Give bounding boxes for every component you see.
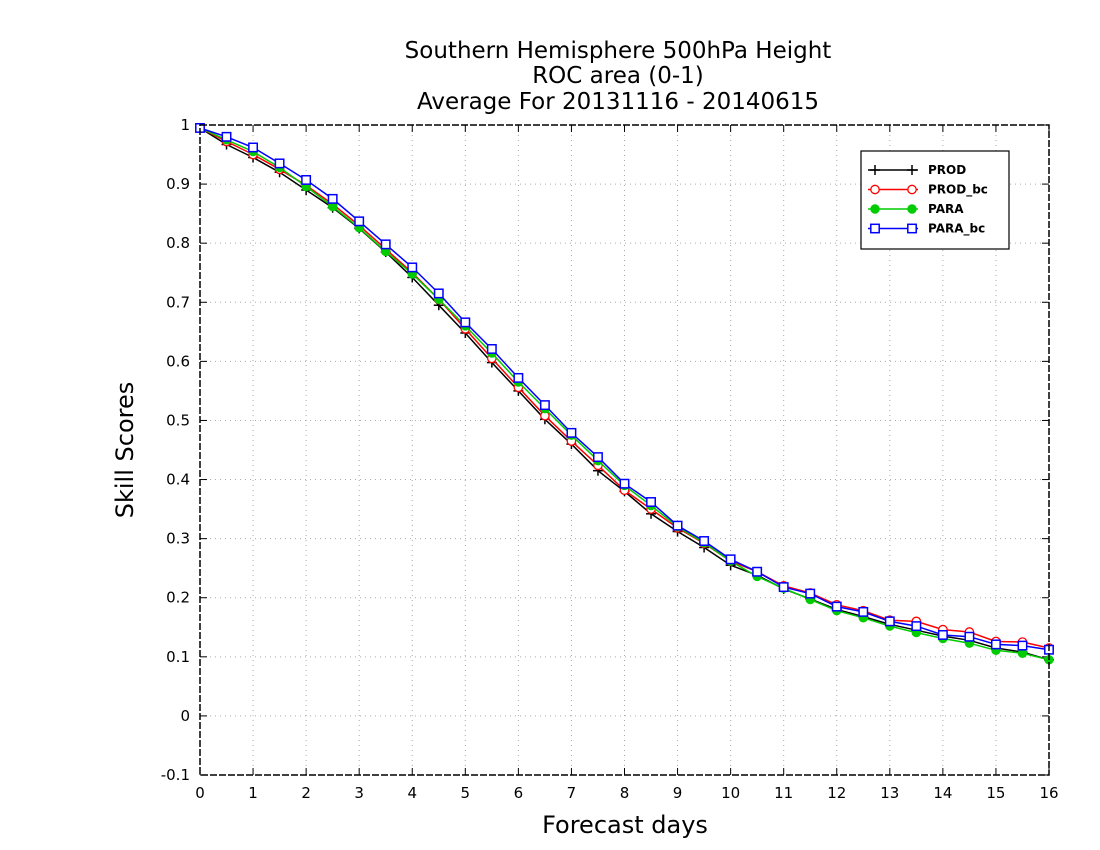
- x-axis-ticks: 0 1 2 3 4 5 6 7 8 9 10 11 12 13 14 15 16: [195, 125, 1059, 802]
- data-point-para-bc: [327, 193, 338, 204]
- y-tick-label: 0.7: [166, 293, 190, 311]
- x-tick-label: 12: [827, 784, 846, 802]
- legend: PROD PROD_bc PARA PARA_bc: [860, 150, 1010, 250]
- data-point-para-bc: [433, 288, 444, 299]
- x-tick-label: 13: [880, 784, 899, 802]
- data-point-para-bc: [752, 566, 763, 577]
- x-tick-label: 15: [986, 784, 1005, 802]
- x-tick-label: 4: [407, 784, 417, 802]
- series-para-bc: [195, 123, 1054, 655]
- y-axis-title: Skill Scores: [111, 382, 139, 519]
- x-tick-label: 3: [354, 784, 364, 802]
- x-tick-label: 11: [774, 784, 793, 802]
- data-point-para-bc: [911, 621, 922, 632]
- data-point-para-bc: [593, 452, 603, 463]
- x-axis-title: Forecast days: [542, 811, 708, 839]
- title-line-3: Average For 20131116 - 20140615: [417, 89, 819, 115]
- data-point-para-bc: [884, 616, 895, 627]
- x-tick-label: 9: [673, 784, 683, 802]
- y-tick-label: 1: [180, 116, 190, 134]
- legend-marker-para: [907, 204, 917, 214]
- chart-title: Southern Hemisphere 500hPa Height ROC ar…: [405, 38, 832, 115]
- y-tick-label: 0: [180, 707, 190, 725]
- legend-marker-prod-bc: [907, 184, 917, 195]
- grid-lines: [200, 125, 1049, 775]
- series-layer: [195, 122, 1054, 665]
- legend-marker-prod: [870, 165, 880, 175]
- x-tick-label: 0: [195, 784, 205, 802]
- title-line-1: Southern Hemisphere 500hPa Height: [405, 38, 832, 64]
- data-point-para-bc: [805, 588, 816, 599]
- y-tick-label: 0.4: [166, 471, 190, 489]
- x-tick-label: 6: [514, 784, 524, 802]
- y-tick-label: -0.1: [161, 766, 190, 784]
- y-tick-label: 0.2: [166, 589, 190, 607]
- data-point-para-bc: [619, 478, 630, 489]
- data-point-para-bc: [725, 554, 736, 565]
- legend-entry-para: PARA: [868, 202, 964, 216]
- legend-entry-prod: PROD: [868, 163, 966, 177]
- legend-marker-prod: [907, 165, 917, 175]
- legend-marker-para: [870, 204, 880, 214]
- x-tick-label: 14: [933, 784, 952, 802]
- data-point-para-bc: [221, 131, 232, 142]
- legend-entry-prod-bc: PROD_bc: [868, 183, 988, 198]
- legend-entry-para-bc: PARA_bc: [868, 222, 985, 237]
- data-point-para-bc: [831, 601, 842, 612]
- data-point-para-bc: [539, 400, 550, 411]
- legend-label-para-bc: PARA_bc: [928, 222, 985, 237]
- x-tick-label: 7: [567, 784, 577, 802]
- legend-label-prod: PROD: [928, 163, 966, 177]
- data-point-para-bc: [672, 520, 683, 531]
- x-tick-label: 8: [620, 784, 630, 802]
- data-point-para-bc: [274, 158, 285, 169]
- data-point-para-bc: [858, 606, 869, 617]
- plot-frame: [199, 124, 1050, 776]
- data-point-para-bc: [513, 372, 524, 383]
- y-tick-label: 0.8: [166, 234, 190, 252]
- x-tick-label: 16: [1039, 784, 1058, 802]
- data-point-para-bc: [248, 142, 259, 153]
- y-tick-label: 0.9: [166, 175, 190, 193]
- data-point-para-bc: [301, 175, 312, 185]
- legend-marker-para-bc: [907, 223, 917, 234]
- y-axis-ticks: -0.1 0 0.1 0.2 0.3 0.4 0.5 0.6 0.7 0.8 0.9 1: [161, 116, 1049, 784]
- data-point-para-bc: [1017, 640, 1028, 651]
- data-point-para-bc: [566, 427, 577, 438]
- y-tick-label: 0.5: [166, 411, 190, 429]
- data-point-para-bc: [486, 344, 497, 354]
- data-point-para-bc: [964, 631, 975, 642]
- data-point-para-bc: [407, 262, 418, 273]
- data-point-para-bc: [380, 239, 391, 250]
- data-point-para-bc: [460, 317, 471, 328]
- data-point-para-bc: [354, 216, 365, 227]
- legend-marker-para-bc: [870, 223, 880, 234]
- data-point-para-bc: [646, 497, 656, 507]
- data-point-para-bc: [990, 639, 1001, 650]
- data-point-para-bc: [778, 582, 789, 593]
- x-tick-label: 5: [461, 784, 471, 802]
- y-tick-label: 0.1: [166, 648, 190, 666]
- x-tick-label: 10: [721, 784, 740, 802]
- x-tick-label: 1: [248, 784, 258, 802]
- title-line-2: ROC area (0-1): [532, 63, 704, 89]
- legend-box: [860, 150, 1010, 250]
- data-point-para-bc: [937, 630, 948, 640]
- y-tick-label: 0.3: [166, 530, 190, 548]
- y-tick-label: 0.6: [166, 352, 190, 370]
- legend-marker-prod-bc: [870, 184, 880, 195]
- legend-label-para: PARA: [928, 202, 964, 216]
- data-point-para-bc: [699, 536, 710, 546]
- legend-label-prod-bc: PROD_bc: [928, 183, 988, 198]
- x-tick-label: 2: [301, 784, 311, 802]
